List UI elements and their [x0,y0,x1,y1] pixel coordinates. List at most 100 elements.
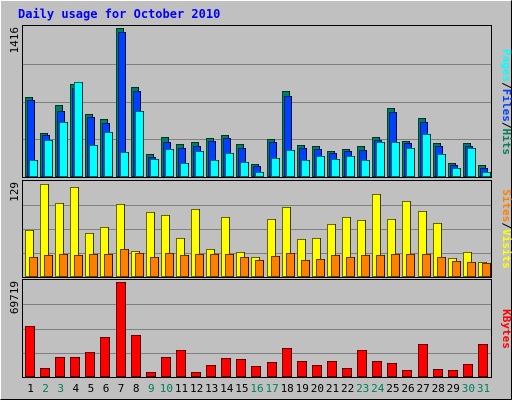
pages-bar-day-22 [346,156,355,177]
x-tick-label: 12 [190,382,203,395]
sites-bar-day-18 [286,253,295,277]
visits-bar-day-23 [357,220,366,277]
pages-bar-day-29-outline [452,168,461,177]
kbytes-bar-day-8 [131,335,141,377]
kbytes-bar-day-25-outline [387,363,397,377]
sites-bar-day-11 [180,255,189,277]
y-max-label: 129 [8,182,21,202]
pages-bar-day-19 [301,160,310,177]
kbytes-bar-day-2 [40,368,50,377]
y-max-label: 69719 [8,281,21,314]
sites-bar-day-28-outline [437,257,446,277]
kbytes-bar-day-13 [206,365,216,377]
pages-bar-day-25 [391,142,400,177]
kbytes-bar-day-24-outline [372,361,382,377]
kbytes-bar-day-16-outline [251,366,261,377]
kbytes-bar-day-25 [387,363,397,377]
sites-bar-day-17-outline [271,256,280,277]
x-tick-label: 4 [72,382,79,395]
sites-bar-day-20 [316,259,325,277]
kbytes-bar-day-29 [448,370,458,377]
pages-bar-day-27 [422,134,431,177]
kbytes-bar-day-18-outline [282,348,292,377]
sites-bar-day-24-outline [376,255,385,277]
sites-bar-day-27-outline [422,254,431,277]
kbytes-bar-day-22-outline [342,368,352,377]
x-tick-label: 25 [386,382,399,395]
sites-bar-day-18-outline [286,253,295,277]
pages-bar-day-7 [120,152,129,177]
pages-bar-day-12-outline [195,151,204,177]
sites-bar-day-1 [29,257,38,277]
sites-bar-day-12-outline [195,254,204,277]
kbytes-bar-day-10 [161,357,171,377]
kbytes-bar-day-26 [402,370,412,377]
pages-bar-day-13-outline [210,160,219,177]
kbytes-bar-day-3 [55,357,65,377]
pages-bar-day-5 [89,145,98,177]
kbytes-bar-day-4-outline [70,357,80,377]
visits-bar-day-21 [327,224,336,277]
pages-bar-day-16-outline [255,172,264,177]
pages-bar-day-29 [452,168,461,177]
pages-bar-day-15-outline [240,162,249,177]
x-tick-label: 21 [326,382,339,395]
sites-bar-day-15 [240,257,249,277]
pages-bar-day-9-outline [150,159,159,177]
kbytes-bar-day-12 [191,372,201,377]
kbytes-bar-day-4 [70,357,80,377]
legend-separator: / [500,82,512,89]
sites-bar-day-10 [165,253,174,277]
pages-bar-day-19-outline [301,160,310,177]
pages-bar-day-24-outline [376,142,385,177]
kbytes-bar-day-27 [418,344,428,377]
kbytes-bar-day-1-outline [25,326,35,377]
sites-bar-day-14 [225,254,234,277]
pages-bar-day-23 [361,160,370,177]
visits-bar-day-6 [100,227,109,277]
kbytes-bar-day-20-outline [312,365,322,377]
pages-bar-day-1 [29,160,38,177]
pages-bar-day-20 [316,156,325,177]
x-tick-label: 6 [103,382,110,395]
pages-bar-day-30 [467,148,476,177]
x-tick-label: 29 [447,382,460,395]
visits-bar-day-1 [25,230,34,277]
x-tick-label: 31 [477,382,490,395]
pages-bar-day-27-outline [422,134,431,177]
files-bar-day-16 [253,166,261,177]
pages-bar-day-31-outline [482,172,491,177]
pages-bar-day-28-outline [437,154,446,177]
kbytes-bar-day-28 [433,369,443,377]
side-legend: Pages/Files/Hits [500,49,512,155]
side-legend: KBytes [500,309,512,349]
x-tick-label: 2 [42,382,49,395]
kbytes-bar-day-7 [116,282,126,377]
kbytes-bar-day-28-outline [433,369,443,377]
kbytes-bar-day-23-outline [357,350,367,377]
pages-bar-day-26-outline [406,148,415,177]
visits-bar-day-14 [221,217,230,277]
visits-bar-day-26 [402,201,411,277]
sites-bar-day-9 [150,257,159,277]
chart-title: Daily usage for October 2010 [18,7,220,21]
x-tick-label: 13 [205,382,218,395]
sites-bar-day-1-outline [29,257,38,277]
visits-bar-day-22 [342,217,351,277]
visits-bar-day-3 [55,203,64,277]
sites-bar-day-23 [361,255,370,277]
pages-bar-day-7-outline [120,152,129,177]
x-tick-label: 19 [296,382,309,395]
pages-bar-day-26 [406,148,415,177]
x-tick-label: 24 [371,382,385,395]
x-tick-label: 27 [416,382,429,395]
kbytes-bar-day-5 [85,352,95,377]
legend-entry-pages: Pages [500,49,512,82]
kbytes-bar-day-23 [357,350,367,377]
sites-bar-day-30-outline [467,262,476,277]
kbytes-bar-day-17 [267,362,277,377]
pages-bar-day-15 [240,162,249,177]
kbytes-bar-day-29-outline [448,370,458,377]
pages-bar-day-11-outline [180,163,189,177]
kbytes-bar-day-19-outline [297,361,307,377]
